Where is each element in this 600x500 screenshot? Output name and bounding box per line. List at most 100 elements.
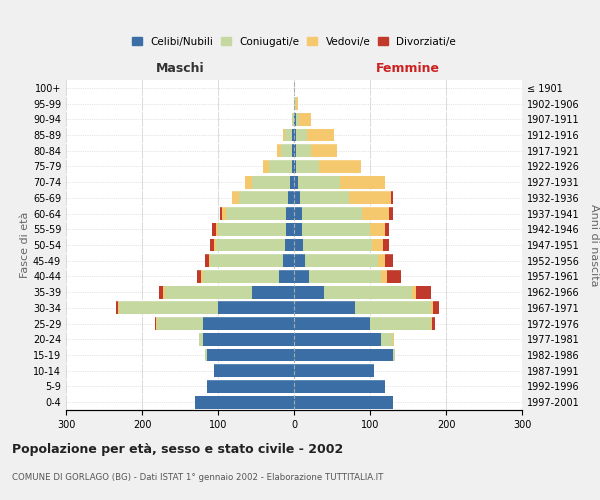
Bar bbox=[294, 128, 296, 141]
Bar bbox=[214, 364, 294, 377]
Bar bbox=[388, 270, 401, 283]
Bar bbox=[296, 97, 298, 110]
Bar bbox=[294, 270, 309, 283]
Bar bbox=[286, 223, 294, 235]
Bar bbox=[195, 396, 294, 408]
Bar bbox=[311, 144, 337, 157]
Bar bbox=[116, 302, 118, 314]
Bar bbox=[302, 207, 362, 220]
Bar bbox=[205, 348, 206, 362]
Bar bbox=[209, 254, 211, 267]
Bar bbox=[299, 113, 311, 126]
Bar bbox=[382, 333, 393, 345]
Bar bbox=[157, 317, 203, 330]
Bar bbox=[212, 223, 216, 235]
Bar bbox=[197, 270, 201, 283]
Bar bbox=[370, 223, 385, 235]
Bar bbox=[391, 192, 393, 204]
Bar bbox=[371, 238, 383, 252]
Bar bbox=[245, 176, 252, 188]
Bar bbox=[303, 238, 371, 252]
Bar bbox=[325, 286, 412, 298]
Bar bbox=[252, 286, 294, 298]
Bar bbox=[377, 254, 385, 267]
Bar bbox=[118, 302, 119, 314]
Text: Popolazione per età, sesso e stato civile - 2002: Popolazione per età, sesso e stato civil… bbox=[12, 442, 343, 456]
Bar bbox=[412, 286, 416, 298]
Bar bbox=[292, 113, 294, 126]
Bar bbox=[220, 207, 222, 220]
Bar bbox=[294, 207, 302, 220]
Bar bbox=[296, 160, 319, 173]
Bar bbox=[232, 192, 239, 204]
Bar bbox=[362, 207, 389, 220]
Bar bbox=[296, 144, 311, 157]
Bar bbox=[201, 270, 203, 283]
Bar bbox=[340, 176, 385, 188]
Bar bbox=[285, 238, 294, 252]
Bar bbox=[298, 176, 340, 188]
Bar bbox=[285, 128, 292, 141]
Bar bbox=[294, 286, 325, 298]
Bar bbox=[307, 128, 334, 141]
Y-axis label: Anni di nascita: Anni di nascita bbox=[589, 204, 599, 286]
Bar bbox=[203, 270, 279, 283]
Bar bbox=[226, 207, 286, 220]
Bar bbox=[216, 223, 218, 235]
Bar bbox=[393, 348, 395, 362]
Bar bbox=[294, 223, 302, 235]
Bar bbox=[370, 317, 431, 330]
Bar bbox=[385, 254, 393, 267]
Bar bbox=[294, 396, 393, 408]
Bar bbox=[382, 270, 388, 283]
Bar bbox=[203, 317, 294, 330]
Text: Femmine: Femmine bbox=[376, 62, 440, 76]
Bar bbox=[205, 254, 209, 267]
Bar bbox=[292, 144, 294, 157]
Bar bbox=[383, 238, 389, 252]
Bar bbox=[294, 380, 385, 393]
Bar bbox=[199, 333, 203, 345]
Bar bbox=[163, 286, 165, 298]
Bar bbox=[294, 333, 382, 345]
Bar bbox=[206, 348, 294, 362]
Bar bbox=[296, 113, 299, 126]
Bar bbox=[319, 160, 361, 173]
Bar bbox=[263, 160, 269, 173]
Bar bbox=[294, 97, 296, 110]
Bar bbox=[431, 317, 433, 330]
Bar bbox=[433, 302, 439, 314]
Bar bbox=[431, 302, 433, 314]
Bar bbox=[281, 144, 292, 157]
Bar bbox=[203, 333, 294, 345]
Bar bbox=[302, 223, 370, 235]
Bar bbox=[239, 192, 288, 204]
Bar bbox=[300, 192, 349, 204]
Bar bbox=[165, 286, 252, 298]
Bar bbox=[279, 270, 294, 283]
Bar bbox=[222, 207, 226, 220]
Bar bbox=[283, 254, 294, 267]
Bar bbox=[290, 176, 294, 188]
Bar bbox=[252, 176, 290, 188]
Bar bbox=[294, 176, 298, 188]
Bar bbox=[206, 380, 294, 393]
Bar bbox=[294, 317, 370, 330]
Bar bbox=[355, 302, 431, 314]
Bar bbox=[288, 192, 294, 204]
Bar bbox=[393, 333, 394, 345]
Bar bbox=[160, 286, 163, 298]
Bar bbox=[294, 192, 300, 204]
Y-axis label: Fasce di età: Fasce di età bbox=[20, 212, 30, 278]
Bar bbox=[385, 223, 389, 235]
Bar bbox=[305, 254, 377, 267]
Bar bbox=[294, 113, 296, 126]
Bar bbox=[292, 160, 294, 173]
Bar bbox=[277, 144, 281, 157]
Bar bbox=[286, 207, 294, 220]
Bar bbox=[217, 238, 285, 252]
Bar bbox=[416, 286, 431, 298]
Bar bbox=[211, 254, 283, 267]
Bar bbox=[155, 317, 157, 330]
Bar bbox=[294, 364, 374, 377]
